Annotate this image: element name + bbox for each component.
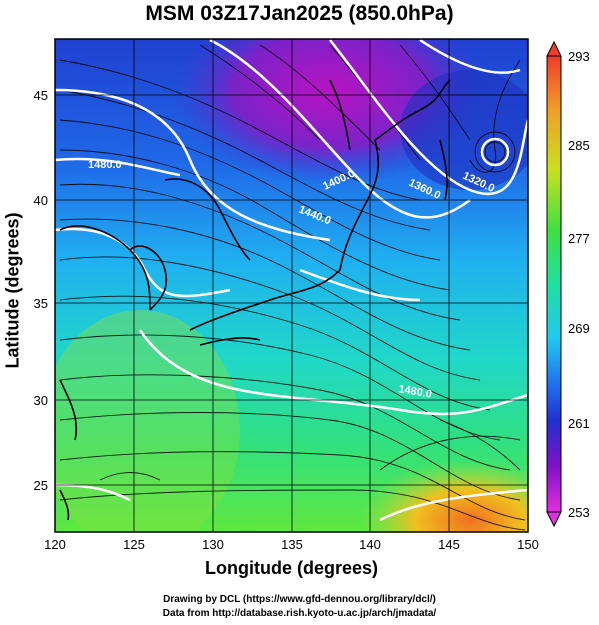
drawing-credit: Drawing by DCL (https://www.gfd-dennou.o… [163,594,436,605]
colorbar-top-arrow [546,40,562,57]
x-axis-ticks: 120 125 130 135 140 145 150 [44,537,539,552]
x-tick-label: 120 [44,537,66,552]
wind-streamlines [59,44,526,531]
height-contours [55,39,528,522]
data-credit: Data from http://database.rish.kyoto-u.a… [162,608,437,619]
colorbar-tick-label: 261 [568,416,590,431]
y-axis-label: Latitude (degrees) [2,212,23,369]
y-tick-label: 25 [34,478,48,493]
colorbar-bottom-arrow [546,511,562,528]
map-title: MSM 03Z17Jan2025 (850.0hPa) [145,2,454,25]
grid-lines [55,39,528,532]
x-tick-label: 140 [359,537,381,552]
colorbar-tick-label: 277 [568,231,590,246]
colorbar-scale [546,55,562,513]
x-tick-label: 150 [517,537,539,552]
coastlines [59,79,451,521]
x-tick-label: 135 [281,537,303,552]
x-axis-label: Longitude (degrees) [204,558,378,578]
y-tick-label: 45 [34,88,48,103]
x-tick-label: 130 [202,537,224,552]
x-tick-label: 145 [438,537,460,552]
x-tick-label: 125 [123,537,145,552]
contour-label: 1480.0 [397,383,432,401]
plot-frame [54,38,529,533]
colorbar-tick-label: 293 [568,49,590,64]
y-tick-label: 30 [34,393,48,408]
y-axis-ticks: 25 30 35 40 45 [34,88,48,493]
colorbar-tick-label: 285 [568,138,590,153]
y-tick-label: 35 [34,296,48,311]
contour-label: 1480.0 [88,159,122,171]
colorbar-tick-label: 253 [568,505,590,520]
colorbar-tick-label: 269 [568,321,590,336]
colorbar: 293 285 277 269 261 253 [546,40,590,528]
y-tick-label: 40 [34,193,48,208]
